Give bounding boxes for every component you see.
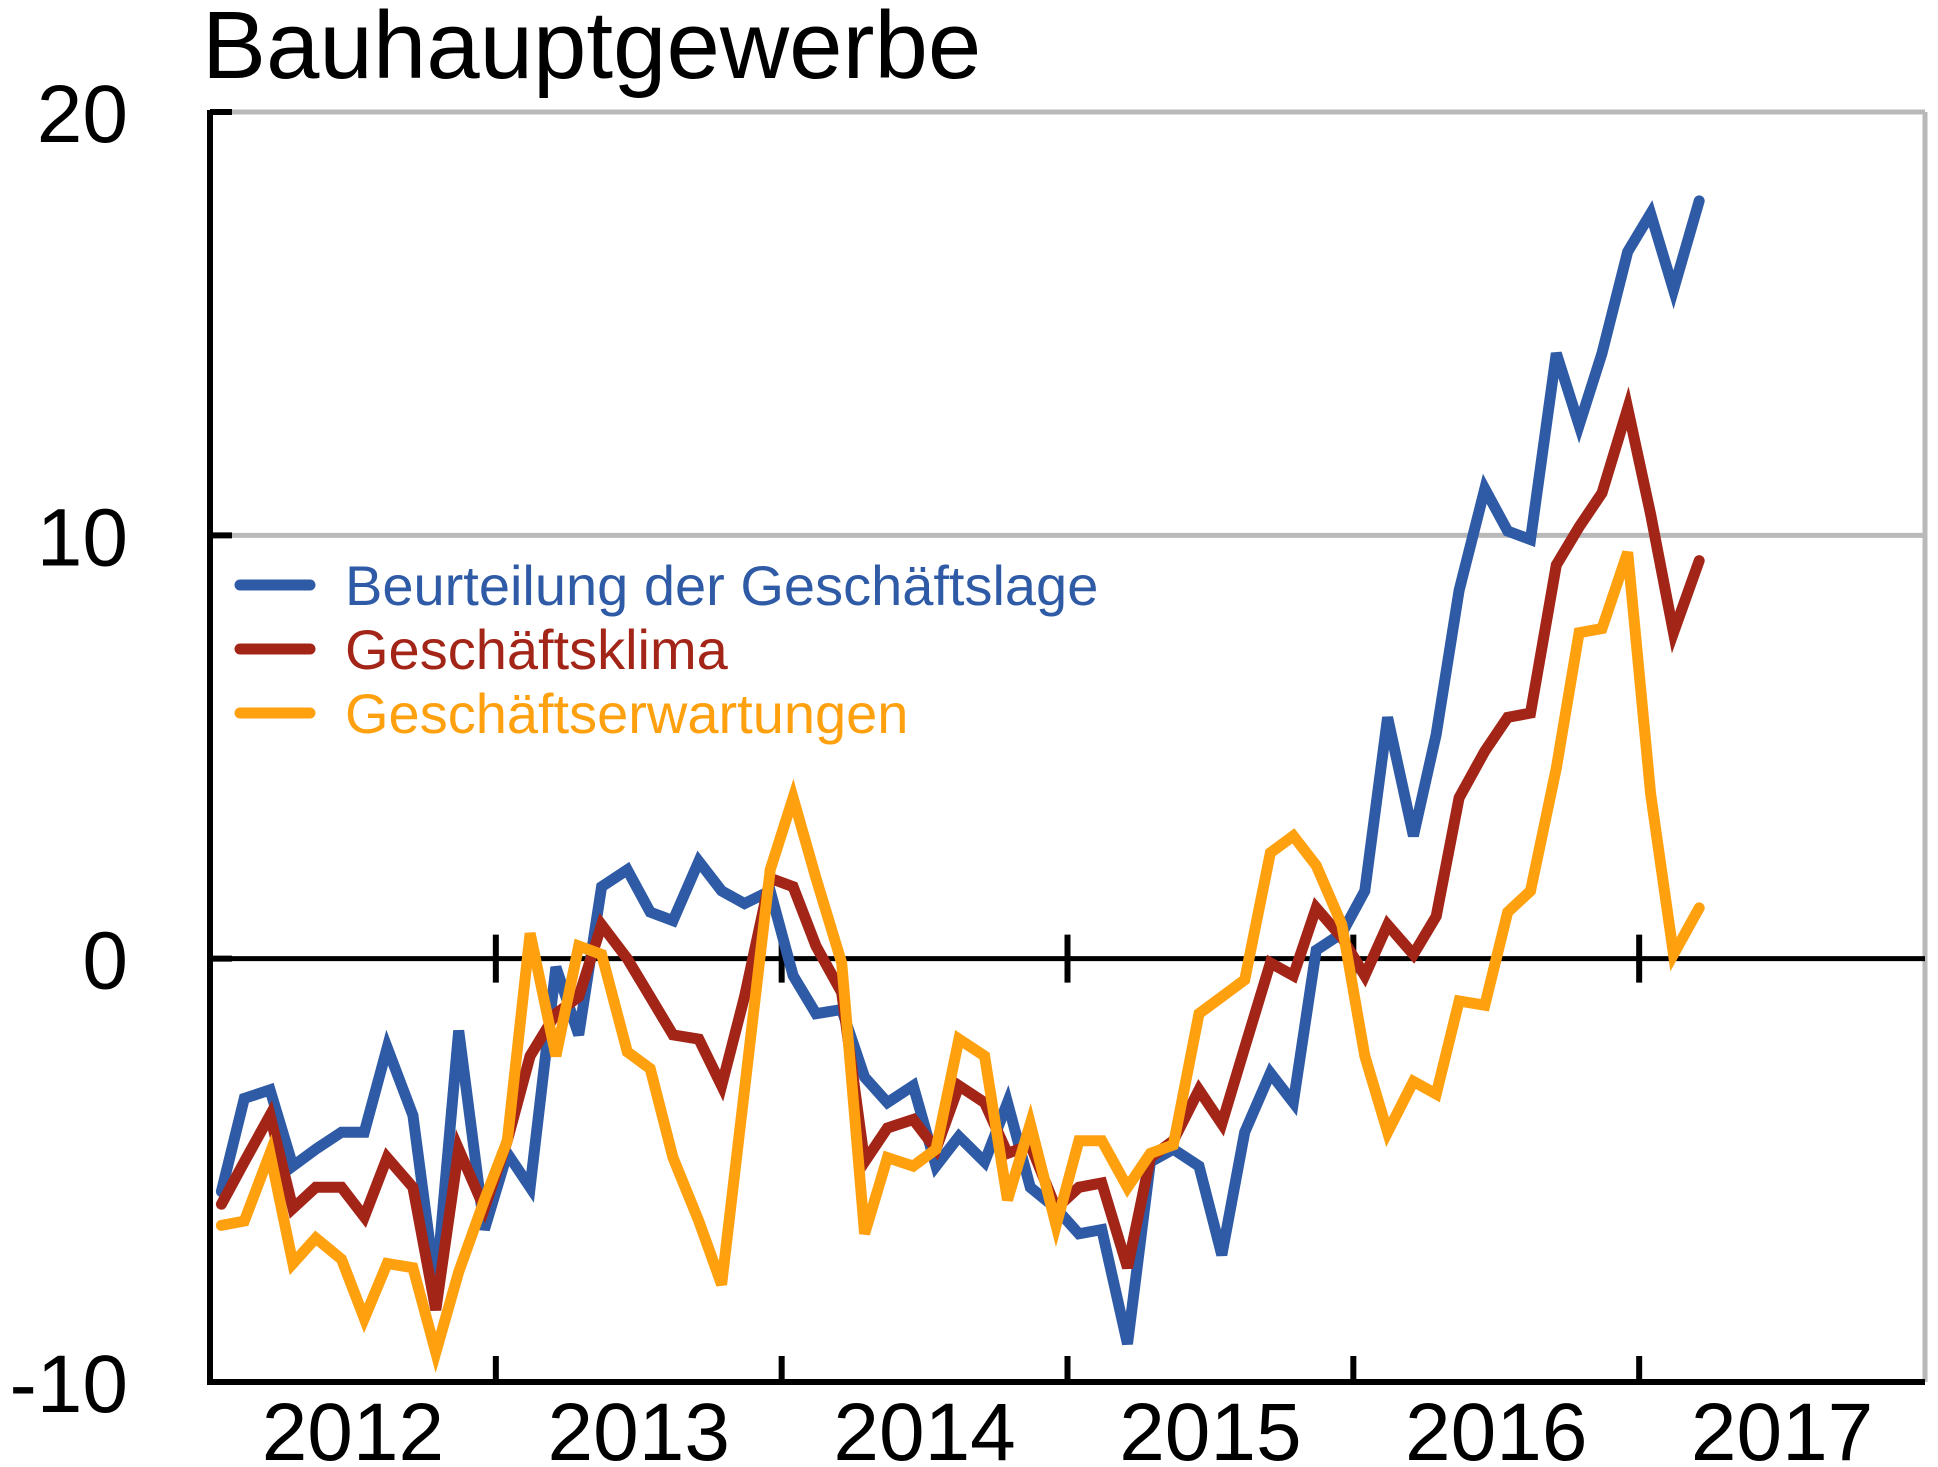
x-tick-label: 2017 xyxy=(1691,1387,1873,1467)
series-line-2 xyxy=(215,386,1705,1312)
y-tick-label: 0 xyxy=(82,916,128,1007)
series-lines xyxy=(215,195,1705,1373)
gridlines xyxy=(210,109,1928,1382)
y-tick-label: -10 xyxy=(9,1339,128,1430)
legend-label-3: Geschäftserwartungen xyxy=(345,682,908,745)
legend-label-1: Beurteilung der Geschäftslage xyxy=(345,554,1098,617)
x-tick-label: 2015 xyxy=(1119,1387,1301,1467)
series-line-1 xyxy=(215,195,1705,1346)
y-axis-ticks: -10 0 10 20 xyxy=(9,69,232,1430)
y-tick-label: 10 xyxy=(37,492,128,583)
series-line-3 xyxy=(215,550,1705,1373)
x-tick-label: 2014 xyxy=(833,1387,1015,1467)
x-tick-label: 2016 xyxy=(1405,1387,1587,1467)
x-tick-label: 2013 xyxy=(548,1387,730,1467)
legend: Beurteilung der GeschäftslageGeschäftskl… xyxy=(234,554,1098,745)
chart-title: Bauhauptgewerbe xyxy=(202,0,981,99)
x-axis-ticks: 2012 2013 2014 2015 2016 2017 xyxy=(262,934,1873,1467)
y-tick-label: 20 xyxy=(37,69,128,160)
legend-label-2: Geschäftsklima xyxy=(345,618,729,681)
x-tick-label: 2012 xyxy=(262,1387,444,1467)
